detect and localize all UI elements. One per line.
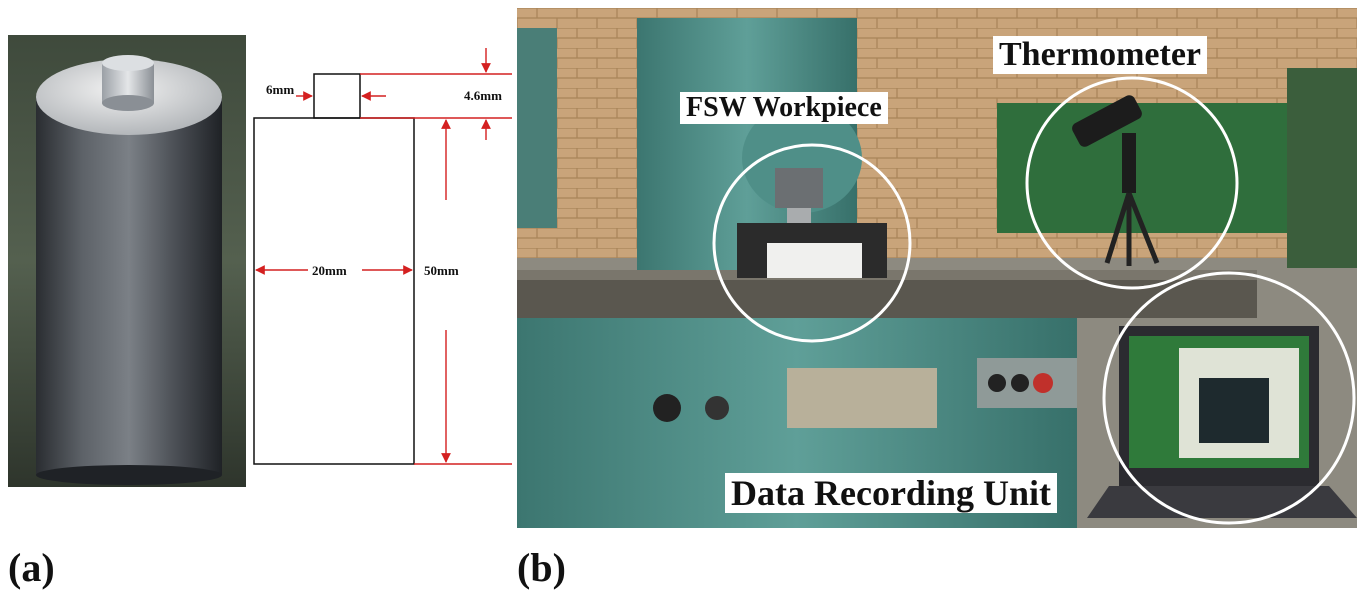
tool-photograph (8, 35, 246, 487)
panel-a-label: (a) (8, 545, 55, 590)
pin-width-label: 6mm (266, 82, 294, 97)
thermometer-device (1072, 95, 1142, 147)
thermometer-callout: Thermometer (993, 36, 1208, 74)
body-outline (253, 117, 415, 465)
workpiece-highlight-circle (712, 143, 912, 343)
data-recording-unit-callout: Data Recording Unit (725, 473, 1057, 513)
thermometer-highlight-circle (1025, 76, 1239, 290)
data-unit-highlight-circle (1102, 271, 1356, 525)
tool-shoulder (36, 465, 222, 485)
setup-photograph (517, 8, 1357, 528)
body-height-label: 50mm (424, 263, 459, 278)
machine-table (517, 278, 1257, 318)
body-width-label: 20mm (312, 263, 347, 278)
pin-height-label: 4.6mm (464, 88, 502, 103)
panel-b-label: (b) (517, 545, 566, 590)
tool-dimension-drawing: 6mm 4.6mm 20mm 50mm (253, 48, 512, 465)
tool-body (36, 95, 222, 475)
fsw-workpiece (767, 243, 862, 278)
fsw-workpiece-callout: FSW Workpiece (680, 92, 888, 124)
pin-outline (313, 73, 361, 119)
